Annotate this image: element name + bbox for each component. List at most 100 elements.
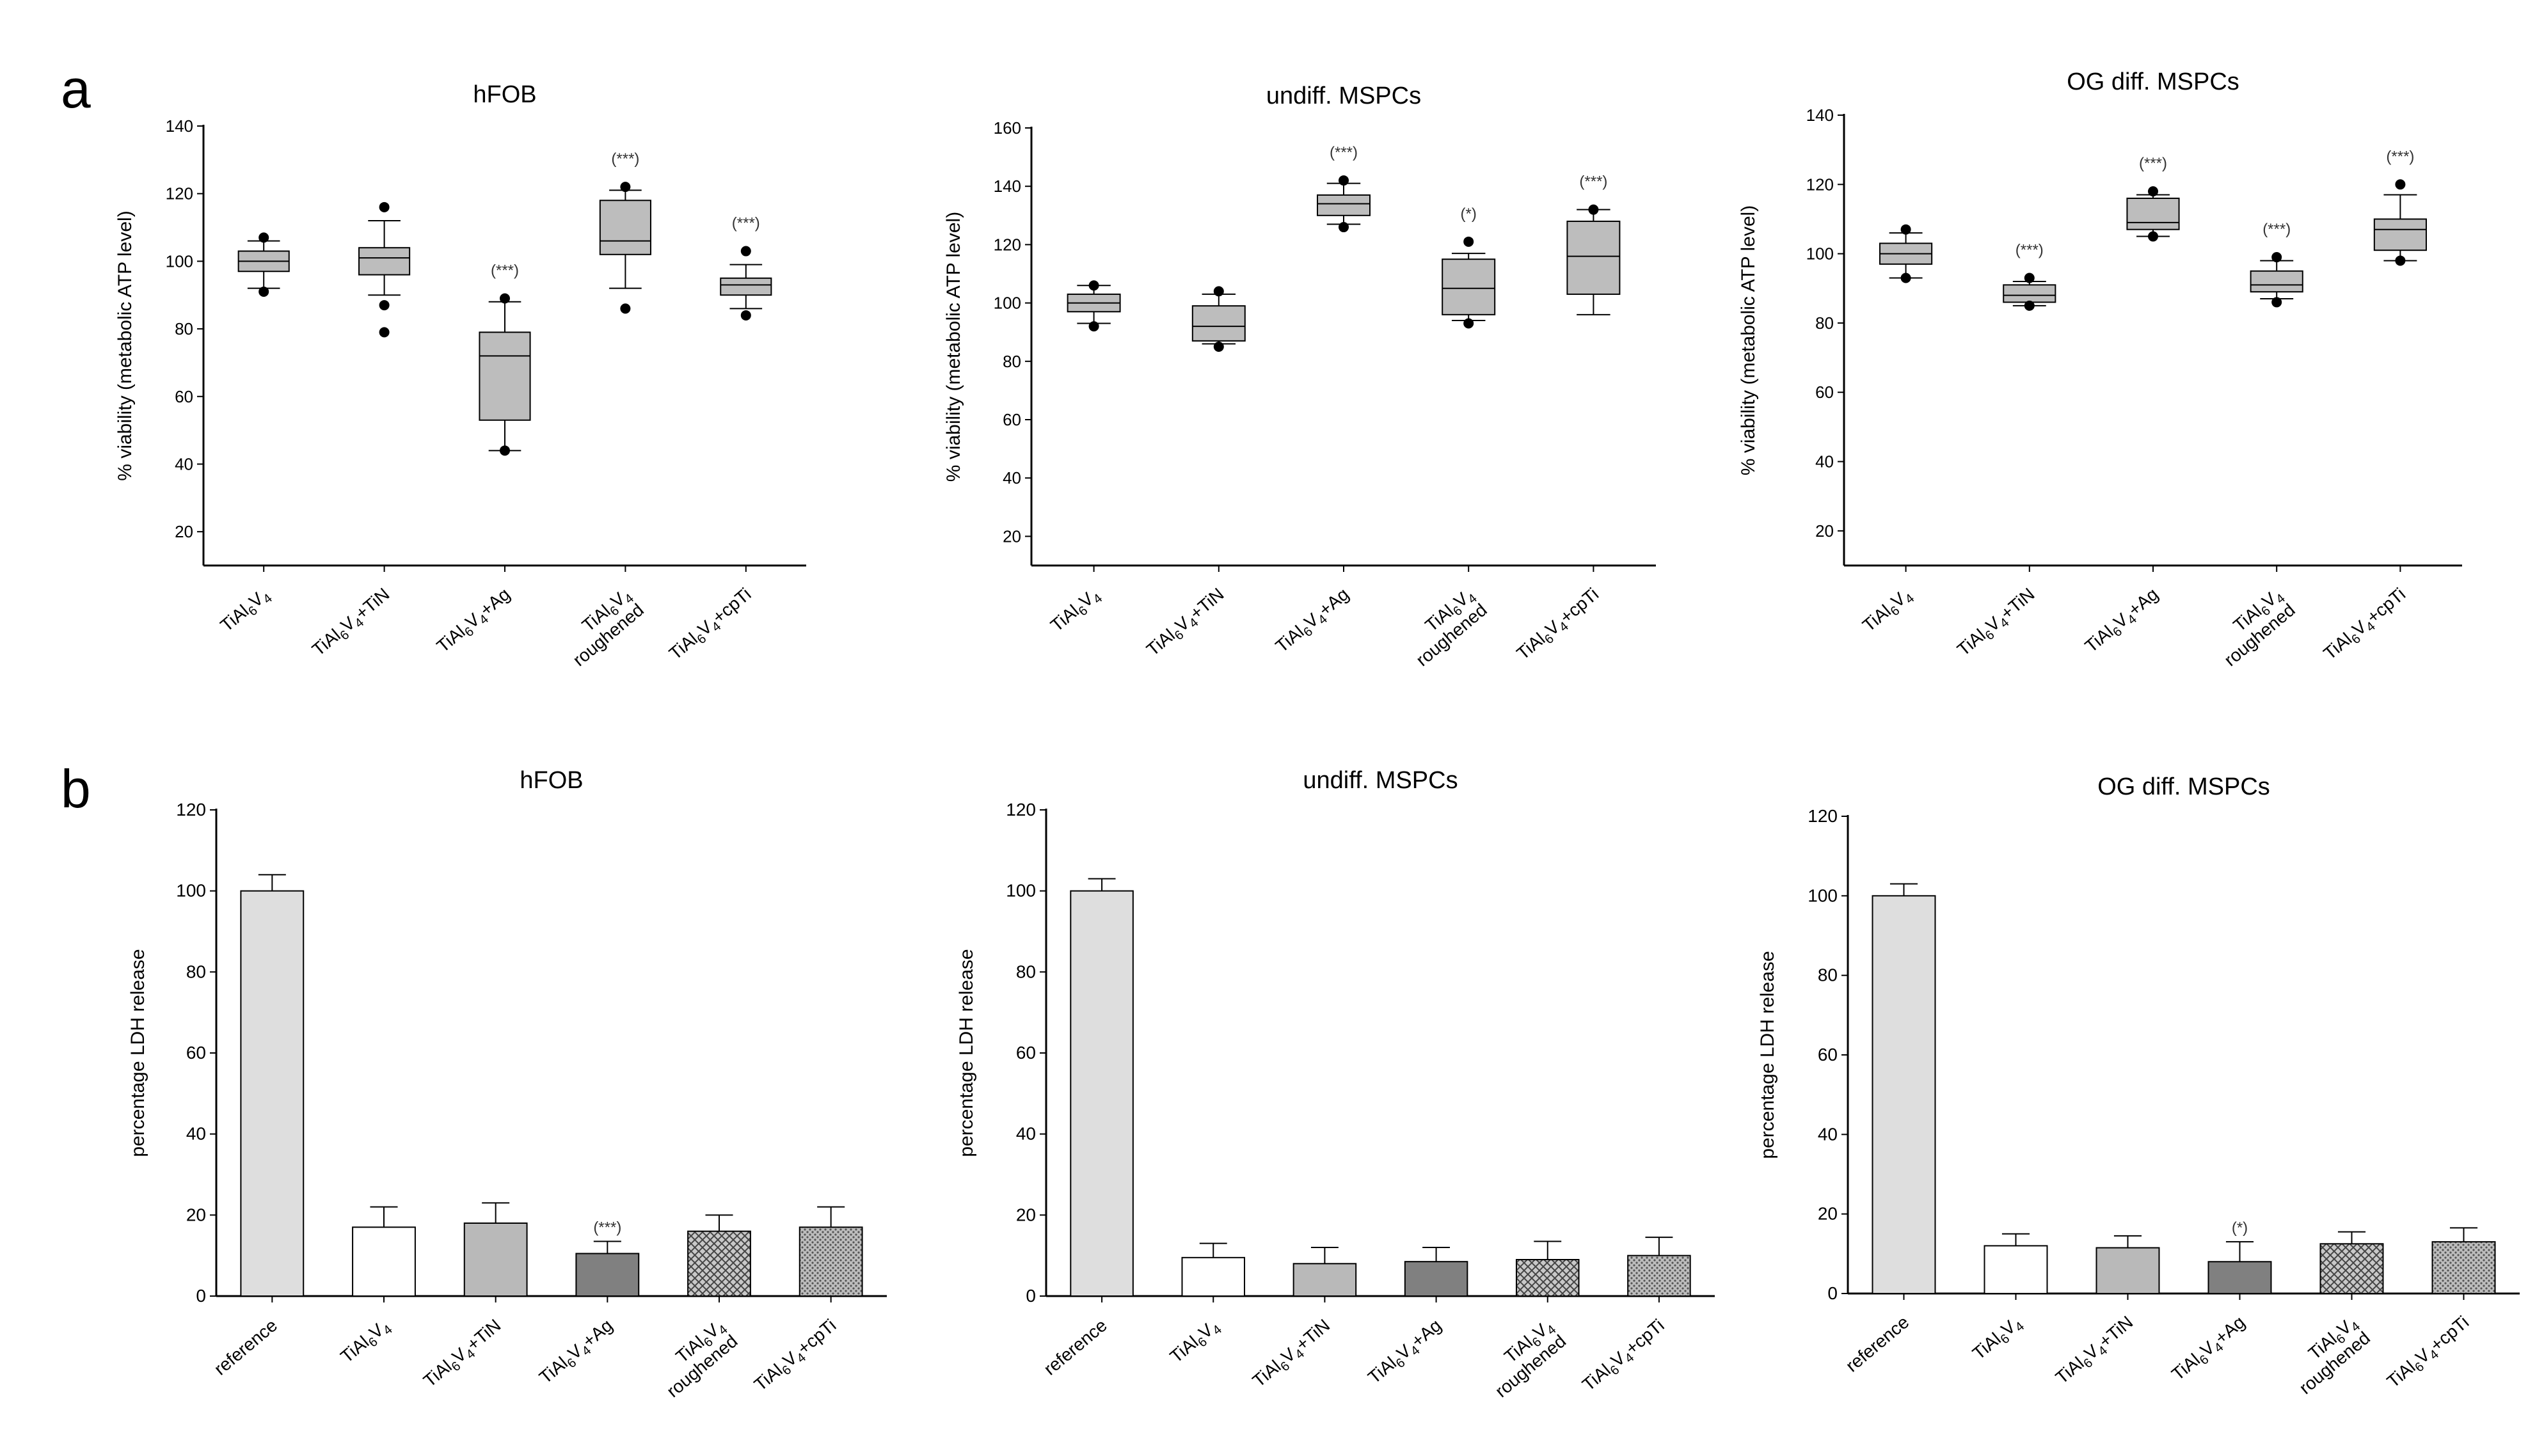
category-label: TiAl6V4roughened — [1478, 1315, 1570, 1401]
y-tick-label: 20 — [1016, 1205, 1036, 1224]
category-label: TiAl6V4+cpTi — [751, 1315, 843, 1398]
chart-title: undiff. MSPCs — [1303, 767, 1458, 794]
chart-5: OG diff. MSPCs percentage LDH release 0 20 4… — [1757, 773, 2520, 1398]
category-label: TiAl6V4 — [337, 1315, 395, 1370]
outlier-point — [500, 293, 510, 304]
outlier-point — [1213, 342, 1224, 352]
outlier-point — [740, 246, 751, 257]
y-tick-label: 120 — [1808, 806, 1838, 826]
y-tick-label: 20 — [175, 522, 193, 541]
y-tick-label: 0 — [1026, 1286, 1036, 1306]
outlier-point — [740, 310, 751, 320]
y-tick-label: 60 — [1003, 410, 1021, 429]
bar — [1292, 1263, 1357, 1297]
box — [599, 200, 651, 255]
y-tick-label: 120 — [166, 184, 193, 203]
category-label: reference — [1842, 1312, 1913, 1376]
category-label: TiAl6V4+Ag — [536, 1315, 619, 1391]
y-tick-label: 40 — [1815, 452, 1834, 471]
outlier-point — [620, 182, 631, 193]
significance-label: (***) — [593, 1219, 621, 1237]
chart-3: hFOB percentage LDH release 0 20 40 60 80 100 12… — [127, 767, 887, 1401]
category-label: reference — [211, 1315, 282, 1379]
y-tick-label: 140 — [1806, 106, 1834, 125]
outlier-point — [2271, 297, 2282, 308]
category-label: TiAl6V4 — [1166, 1315, 1225, 1370]
outlier-point — [2395, 255, 2406, 266]
category-label: TiAl6V4+Ag — [2081, 584, 2165, 660]
significance-label: (***) — [2139, 155, 2167, 172]
y-axis-label: percentage LDH release — [127, 949, 148, 1157]
bar — [687, 1230, 751, 1297]
category-label: TiAl6V4+TiN — [308, 584, 396, 663]
chart-2: OG diff. MSPCs % viability (metabolic ATP… — [1738, 68, 2462, 670]
category-label: TiAl6V4+Ag — [433, 584, 516, 660]
chart-title: hFOB — [473, 81, 536, 108]
category-label: TiAl6V4 — [1969, 1312, 2027, 1366]
y-tick-label: 20 — [1815, 521, 1834, 541]
y-tick-label: 100 — [1806, 244, 1834, 264]
box — [1566, 220, 1621, 295]
significance-label: (***) — [732, 215, 760, 232]
outlier-point — [1213, 286, 1224, 297]
category-label: TiAl6V4+Ag — [1272, 584, 1355, 660]
outlier-point — [1900, 224, 1911, 235]
box — [2003, 284, 2056, 303]
y-axis-label: percentage LDH release — [1757, 951, 1778, 1159]
y-tick-label: 20 — [1003, 526, 1021, 546]
bar — [1404, 1261, 1468, 1297]
bar — [1181, 1256, 1246, 1297]
bar — [352, 1226, 416, 1297]
bar — [2319, 1243, 2384, 1294]
bar — [1515, 1259, 1580, 1297]
bar — [2207, 1261, 2272, 1295]
category-label: TiAl6V4+TiN — [1143, 584, 1230, 663]
box — [2250, 270, 2303, 293]
category-label: TiAl6V4+TiN — [1249, 1315, 1337, 1394]
charts-layer: hFOB % viability (metabolic ATP level) 20 4… — [115, 68, 2520, 1401]
y-tick-label: 100 — [994, 294, 1021, 313]
y-axis-label: % viability (metabolic ATP level) — [943, 212, 964, 482]
chart-title: hFOB — [520, 767, 583, 794]
significance-label: (***) — [2262, 221, 2291, 238]
y-axis-label: % viability (metabolic ATP level) — [115, 210, 136, 480]
outlier-point — [2148, 186, 2158, 197]
y-tick-label: 80 — [175, 319, 193, 338]
bar — [2431, 1241, 2496, 1295]
chart-title: undiff. MSPCs — [1266, 83, 1421, 109]
bar — [240, 890, 305, 1297]
y-axis-label: percentage LDH release — [956, 949, 977, 1157]
panel-label-a: a — [61, 59, 91, 119]
category-label: TiAl6V4roughened — [2282, 1312, 2374, 1398]
category-label: TiAl6V4roughened — [649, 1315, 741, 1401]
category-label: reference — [1040, 1315, 1111, 1379]
y-tick-label: 40 — [186, 1124, 206, 1144]
category-label: TiAl6V4roughened — [2207, 584, 2299, 670]
outlier-point — [2148, 231, 2158, 242]
y-tick-label: 80 — [1003, 352, 1021, 371]
outlier-point — [258, 286, 269, 297]
y-tick-label: 40 — [1818, 1124, 1838, 1144]
bar — [2095, 1247, 2160, 1294]
box — [1317, 194, 1371, 216]
category-label: TiAl6V4+cpTi — [2383, 1312, 2476, 1395]
y-tick-label: 60 — [1818, 1045, 1838, 1064]
category-label: TiAl6V4+TiN — [2052, 1312, 2140, 1391]
outlier-point — [1339, 175, 1349, 186]
outlier-point — [2395, 179, 2406, 190]
box — [1442, 258, 1496, 315]
outlier-point — [1900, 273, 1911, 283]
y-tick-label: 20 — [186, 1205, 206, 1224]
y-tick-label: 100 — [176, 881, 206, 901]
category-label: TiAl6V4+TiN — [420, 1315, 507, 1394]
category-label: TiAl6V4 — [1859, 584, 1917, 638]
category-label: TiAl6V4 — [1047, 584, 1105, 638]
y-tick-label: 80 — [1818, 965, 1838, 985]
significance-label: (***) — [611, 150, 639, 168]
category-label: TiAl6V4+cpTi — [1578, 1315, 1671, 1398]
bar — [1070, 890, 1134, 1297]
outlier-point — [1463, 236, 1474, 247]
category-label: TiAl6V4+Ag — [1364, 1315, 1447, 1391]
chart-4: undiff. MSPCs percentage LDH release 0 20 40… — [956, 767, 1715, 1401]
